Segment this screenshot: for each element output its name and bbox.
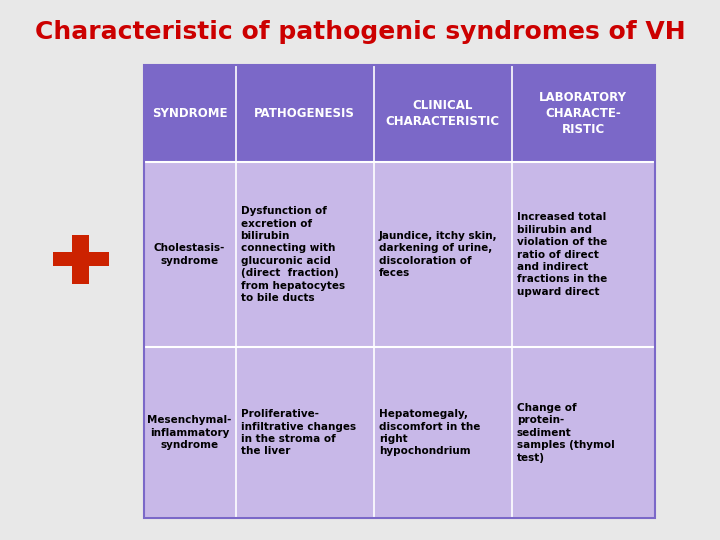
FancyBboxPatch shape [143, 347, 655, 518]
Text: PATHOGENESIS: PATHOGENESIS [254, 107, 355, 120]
Text: Change of
protein-
sediment
samples (thymol
test): Change of protein- sediment samples (thy… [517, 403, 614, 463]
Text: Jaundice, itchy skin,
darkening of urine,
discoloration of
feces: Jaundice, itchy skin, darkening of urine… [379, 231, 498, 278]
Text: Hepatomegaly,
discomfort in the
right
hypochondrium: Hepatomegaly, discomfort in the right hy… [379, 409, 480, 456]
FancyBboxPatch shape [53, 252, 109, 266]
Text: Dysfunction of
excretion of
bilirubin
connecting with
glucuronic acid
(direct  f: Dysfunction of excretion of bilirubin co… [240, 206, 345, 303]
FancyBboxPatch shape [72, 235, 89, 284]
Text: SYNDROME: SYNDROME [152, 107, 228, 120]
Text: LABORATORY
CHARACTE-
RISTIC: LABORATORY CHARACTE- RISTIC [539, 91, 627, 136]
Text: Mesenchymal-
inflammatory
syndrome: Mesenchymal- inflammatory syndrome [148, 415, 232, 450]
Text: Increased total
bilirubin and
violation of the
ratio of direct
and indirect
frac: Increased total bilirubin and violation … [517, 212, 607, 297]
Text: CLINICAL
CHARACTERISTIC: CLINICAL CHARACTERISTIC [386, 99, 500, 128]
Text: Cholestasis-
syndrome: Cholestasis- syndrome [154, 244, 225, 266]
FancyBboxPatch shape [143, 162, 655, 347]
Text: Characteristic of pathogenic syndromes of VH: Characteristic of pathogenic syndromes o… [35, 21, 685, 44]
Text: Proliferative-
infiltrative changes
in the stroma of
the liver: Proliferative- infiltrative changes in t… [240, 409, 356, 456]
FancyBboxPatch shape [143, 65, 655, 162]
